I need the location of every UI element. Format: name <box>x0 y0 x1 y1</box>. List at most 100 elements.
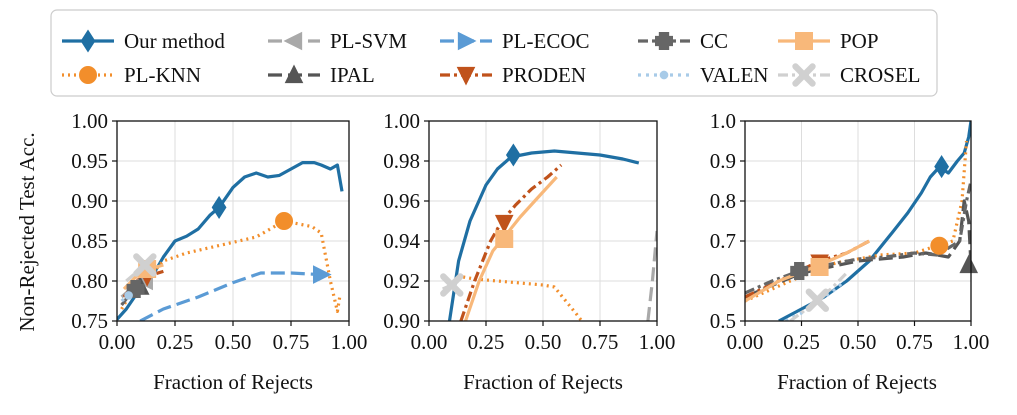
legend-entry-plknn: PL-KNN <box>62 63 201 87</box>
grid <box>744 120 972 322</box>
legend-label-valen: VALEN <box>700 63 768 87</box>
x-tick-label: 0.75 <box>273 330 310 354</box>
data-marker-pop <box>495 230 514 248</box>
series-line-plknn <box>462 275 584 321</box>
legend-marker-plknn <box>79 66 97 84</box>
y-tick-label: 0.95 <box>71 149 108 173</box>
legend-label-plecoc: PL-ECOC <box>502 29 590 53</box>
data-marker-proden <box>494 214 514 234</box>
legend-label-ours: Our method <box>124 29 225 53</box>
data-marker-ipal <box>959 254 979 274</box>
x-tick-label: 0.25 <box>783 330 820 354</box>
legend-entry-proden: PRODEN <box>440 63 586 87</box>
legend-label-crosel: CROSEL <box>840 63 921 87</box>
series-group <box>117 161 344 321</box>
x-tick-label: 0.50 <box>840 330 877 354</box>
series-line-plsvm <box>646 230 657 321</box>
y-tick-label: 1.00 <box>383 109 420 133</box>
grid <box>116 120 350 322</box>
legend-marker-pop <box>795 32 813 50</box>
series-line-ours <box>778 121 971 321</box>
series-line-plecoc <box>139 271 331 321</box>
marker-group <box>790 155 979 312</box>
y-tick-label: 0.98 <box>383 149 420 173</box>
data-marker-ours <box>505 143 521 167</box>
y-tick-label: 0.90 <box>71 189 108 213</box>
x-tick-label: 0.75 <box>582 330 619 354</box>
y-tick-label: 0.92 <box>383 269 420 293</box>
y-tick-label: 0.94 <box>383 229 420 253</box>
y-tick-label: 0.90 <box>383 309 420 333</box>
x-tick-label: 1.00 <box>331 330 368 354</box>
data-marker-ours <box>934 155 950 179</box>
legend-marker-proden <box>456 66 476 86</box>
legend-entry-valen: VALEN <box>638 63 768 87</box>
data-marker-plknn <box>275 212 294 230</box>
x-tick-label: 0.00 <box>99 330 136 354</box>
data-marker-ours <box>211 195 227 219</box>
x-tick-label: 0.25 <box>468 330 505 354</box>
panel-left: 0.00 0.25 0.50 0.75 1.00 0.75 0.80 0.85 0.90 0.95… <box>71 109 367 354</box>
legend-label-cc: CC <box>700 29 728 53</box>
series-line-ours <box>447 149 640 321</box>
legend-label-pop: POP <box>840 29 879 53</box>
legend-marker-cc <box>655 32 673 50</box>
x-tick-label: 0.00 <box>727 330 764 354</box>
x-tick-label: 0.25 <box>157 330 194 354</box>
x-tick-label: 0.75 <box>896 330 933 354</box>
x-tick-label: 1.00 <box>639 330 676 354</box>
y-tick-label: 0.85 <box>71 229 108 253</box>
data-marker-crosel <box>805 288 830 312</box>
y-tick-label: 0.80 <box>71 269 108 293</box>
x-tick-label: 0.00 <box>411 330 448 354</box>
x-axis-label-left: Fraction of Rejects <box>153 370 313 394</box>
y-tick-label: 0.5 <box>710 309 736 333</box>
legend-entry-crosel: CROSEL <box>778 63 921 87</box>
marker-group <box>440 143 521 297</box>
data-marker-crosel <box>440 273 464 297</box>
data-marker-crosel <box>133 253 157 277</box>
x-axis-label-middle: Fraction of Rejects <box>463 370 623 394</box>
legend-entry-pop: POP <box>778 29 879 53</box>
y-tick-label: 1.00 <box>71 109 108 133</box>
legend-marker-plsvm <box>283 31 303 51</box>
y-tick-label: 0.75 <box>71 309 108 333</box>
legend-marker-plecoc <box>457 31 477 51</box>
legend-entry-plsvm: PL-SVM <box>268 29 407 53</box>
data-marker-pop <box>810 258 829 276</box>
y-axis-label: Non-Rejected Test Acc. <box>15 132 39 331</box>
x-tick-label: 1.00 <box>953 330 990 354</box>
series-line-proden <box>459 163 563 321</box>
y-tick-label: 0.9 <box>710 149 736 173</box>
panel-right: 0.00 0.25 0.50 0.75 1.00 0.5 0.6 0.7 0.8 0.9 1.0 <box>710 109 990 354</box>
marker-group <box>124 195 332 300</box>
data-marker-valen <box>124 291 133 300</box>
legend-marker-valen <box>659 70 669 80</box>
y-tick-label: 0.96 <box>383 189 420 213</box>
data-marker-cc <box>790 262 809 280</box>
legend-entry-cc: CC <box>638 29 728 53</box>
y-tick-label: 1.0 <box>710 109 736 133</box>
legend-marker-ipal <box>284 64 304 84</box>
legend-label-plknn: PL-KNN <box>124 63 201 87</box>
legend-label-plsvm: PL-SVM <box>330 29 407 53</box>
series-line-plknn <box>745 140 969 303</box>
y-tick-label: 0.7 <box>710 229 736 253</box>
x-axis-label-right: Fraction of Rejects <box>777 370 937 394</box>
y-tick-label: 0.8 <box>710 189 736 213</box>
legend-label-ipal: IPAL <box>330 63 375 87</box>
x-tick-label: 0.50 <box>215 330 252 354</box>
series-group <box>442 149 657 321</box>
legend-entry-plecoc: PL-ECOC <box>440 29 590 53</box>
legend-entry-ipal: IPAL <box>268 63 375 87</box>
legend: Our method PL-KNN PL-SVM IPAL PL-ECOC PRODEN C… <box>50 9 938 97</box>
data-marker-plknn <box>930 236 949 255</box>
x-tick-label: 0.50 <box>525 330 562 354</box>
panel-middle: 0.00 0.25 0.50 0.75 1.00 0.90 0.92 0.94 0.96 0.98… <box>383 109 675 354</box>
legend-marker-crosel <box>792 63 816 87</box>
legend-label-proden: PRODEN <box>502 63 586 87</box>
series-line-cc <box>745 180 971 295</box>
legend-marker-ours <box>80 29 96 53</box>
y-tick-label: 0.6 <box>710 269 736 293</box>
